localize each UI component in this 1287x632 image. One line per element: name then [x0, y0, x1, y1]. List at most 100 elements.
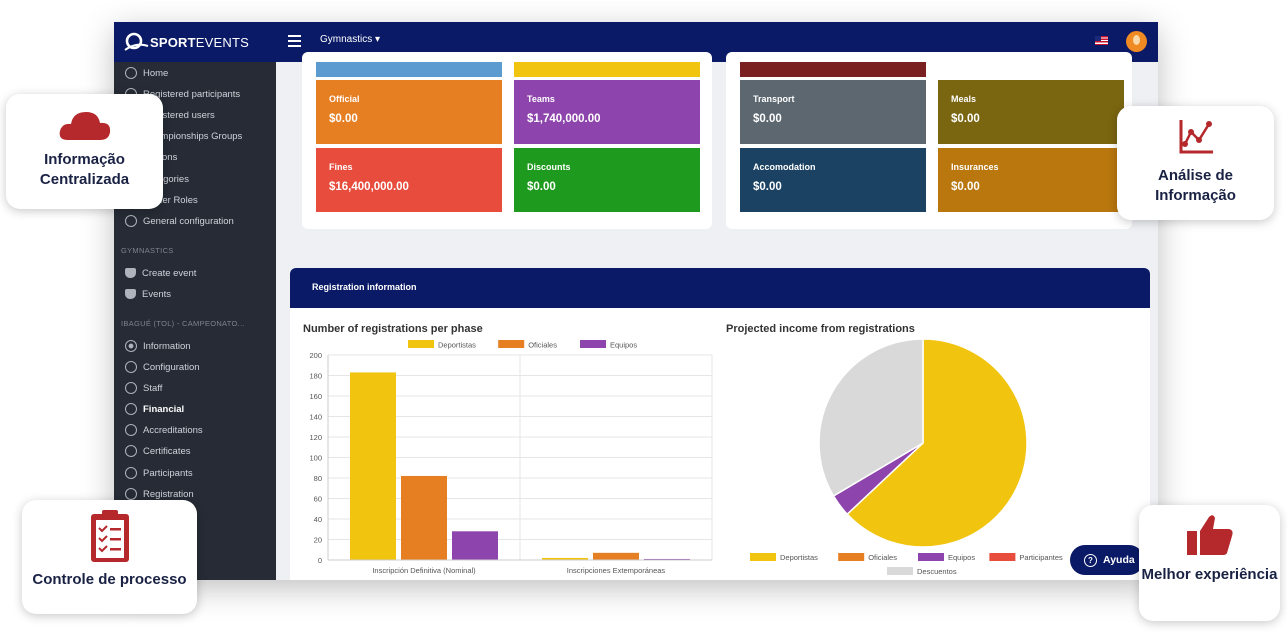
sidebar-item-label: Events — [142, 288, 172, 300]
tile-value: $0.00 — [753, 113, 782, 125]
trophy-icon — [125, 268, 136, 278]
legend-swatch — [498, 340, 525, 348]
sidebar-item-label: Officer Roles — [143, 194, 198, 206]
summary-tile: Official $0.00 — [316, 80, 502, 144]
y-tick-label: 140 — [309, 413, 322, 422]
sidebar-item[interactable]: Events — [125, 286, 171, 302]
legend-swatch — [750, 553, 776, 561]
help-label: Ayuda — [1103, 554, 1135, 566]
pie-slice — [818, 338, 924, 497]
tile-value: $1,740,000.00 — [527, 113, 601, 125]
callout-control: Controle de processo — [22, 500, 197, 614]
sidebar-item[interactable]: Information — [125, 338, 191, 354]
callout-info-label: Informação Centralizada — [39, 151, 130, 188]
sidebar-item[interactable]: Accreditations — [125, 422, 203, 438]
dashboard-icon — [125, 467, 137, 479]
sidebar-item-label: Registered users — [143, 109, 215, 121]
dashboard-icon — [125, 67, 137, 79]
dashboard-icon — [125, 403, 137, 415]
bar — [644, 558, 690, 560]
dashboard-icon — [125, 488, 137, 500]
y-tick-label: 20 — [314, 536, 322, 545]
menu-icon[interactable] — [288, 35, 301, 47]
legend-swatch — [408, 340, 434, 348]
y-tick-label: 180 — [309, 372, 322, 381]
tile-value: $0.00 — [951, 181, 980, 193]
legend-swatch — [887, 567, 913, 575]
sidebar-item[interactable]: Create event — [125, 265, 196, 281]
sidebar-item-label: Create event — [142, 267, 197, 279]
main-content: Official $0.00 Teams $1,740,000.00 Fines… — [276, 52, 1158, 580]
question-icon: ? — [1084, 553, 1097, 567]
chevron-down-icon: ▾ — [375, 34, 381, 45]
tile-title: Meals — [951, 94, 977, 104]
summary-tile: Discounts $0.00 — [514, 148, 700, 212]
cloud-icon — [59, 112, 110, 140]
sidebar-item-label: Championships Groups — [143, 130, 243, 142]
sidebar-item-label: General configuration — [143, 215, 234, 227]
y-tick-label: 100 — [309, 454, 322, 463]
legend-label: Deportistas — [438, 341, 476, 350]
y-tick-label: 40 — [314, 515, 322, 524]
sidebar-item[interactable]: Financial — [125, 401, 184, 417]
sidebar-item-label: Financial — [143, 403, 185, 415]
sidebar-item[interactable]: Home — [125, 65, 168, 81]
sidebar-item-label: Certificates — [143, 445, 191, 457]
dashboard-icon — [125, 382, 137, 394]
clipboard-checklist-icon — [90, 510, 129, 562]
dashboard-icon — [125, 361, 137, 373]
tile-value: $16,400,000.00 — [329, 181, 409, 193]
dashboard-icon — [125, 445, 137, 457]
thumbs-up-icon — [1186, 515, 1233, 555]
bar — [542, 557, 588, 560]
summary-tile: Fines $16,400,000.00 — [316, 148, 502, 212]
pie-chart: Deportistas Oficiales Equipos Participantes… — [750, 338, 1112, 576]
y-tick-label: 0 — [318, 556, 322, 565]
tile-title: Discounts — [527, 162, 571, 172]
tile-title: Transport — [753, 94, 795, 104]
legend-label: Participantes — [1019, 553, 1063, 562]
brand-bold: SPORT — [150, 34, 196, 50]
tile-title: Insurances — [951, 162, 999, 172]
tile-title: Teams — [527, 94, 555, 104]
registration-panel: Registration information Number of regis… — [290, 268, 1150, 580]
y-tick-label: 120 — [309, 433, 322, 442]
sidebar-item-label: Information — [143, 340, 191, 352]
us-flag-icon[interactable] — [1095, 36, 1108, 45]
app-window: SPORT EVENTS Gymnastics ▾ Home Registered … — [114, 22, 1158, 580]
sport-selector[interactable]: Gymnastics ▾ — [320, 34, 380, 45]
sidebar-item-label: Staff — [143, 382, 163, 394]
sidebar-item[interactable]: Registration — [125, 486, 194, 502]
legend-label: Oficiales — [868, 553, 897, 562]
help-button[interactable]: ? Ayuda — [1070, 545, 1144, 575]
sidebar-item[interactable]: Certificates — [125, 443, 191, 459]
sidebar-item[interactable]: Configuration — [125, 359, 200, 375]
bar-chart-title: Number of registrations per phase — [303, 323, 483, 335]
avatar[interactable] — [1126, 31, 1147, 52]
sidebar-item[interactable]: General configuration — [125, 213, 234, 229]
callout-info: Informação Centralizada — [6, 94, 163, 209]
sport-selector-label: Gymnastics — [320, 34, 373, 45]
sidebar-item-label: Home — [143, 67, 169, 79]
tile-value: $0.00 — [753, 181, 782, 193]
callout-analysis-label: Análise de Informação — [1155, 167, 1236, 204]
sidebar-item[interactable]: Participants — [125, 465, 193, 481]
trophy-icon — [125, 289, 136, 299]
summary-tile: Teams $1,740,000.00 — [514, 80, 700, 144]
callout-experience: Melhor experiência — [1139, 505, 1280, 621]
top-strip-maroon — [740, 62, 926, 77]
tile-value: $0.00 — [527, 181, 556, 193]
x-tick-label: Inscripción Definitiva (Nominal) — [372, 566, 476, 575]
y-tick-label: 80 — [314, 474, 322, 483]
sidebar-item[interactable]: Staff — [125, 380, 162, 396]
sidebar-item-label: Participants — [143, 467, 193, 479]
legend-label: Deportistas — [780, 553, 818, 562]
callout-experience-label: Melhor experiência — [1141, 566, 1278, 583]
y-tick-label: 60 — [314, 495, 322, 504]
summary-tile: Insurances $0.00 — [938, 148, 1124, 212]
top-strip-yellow — [514, 62, 700, 77]
brand-logo[interactable]: SPORT EVENTS — [122, 30, 249, 54]
tile-value: $0.00 — [329, 113, 358, 125]
tile-title: Fines — [329, 162, 353, 172]
